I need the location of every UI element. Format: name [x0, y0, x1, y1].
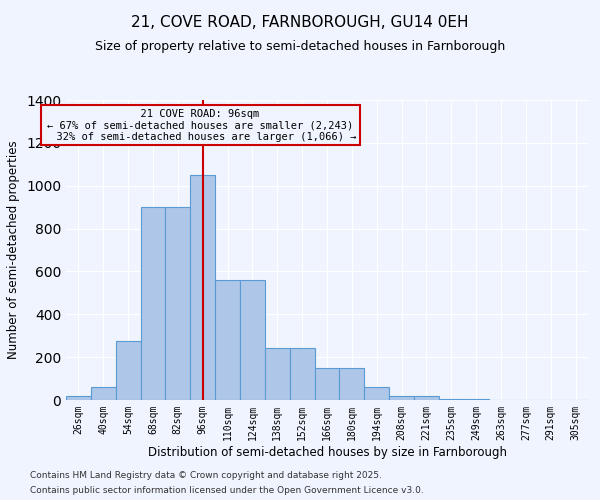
Bar [91, 387, 116, 400]
Bar [240, 280, 265, 400]
Bar [340, 368, 364, 400]
Bar [166, 207, 190, 400]
Bar [439, 399, 464, 400]
Bar [140, 207, 166, 400]
Bar [290, 348, 314, 400]
Bar [364, 387, 389, 400]
Bar [314, 368, 340, 400]
Text: 21 COVE ROAD: 96sqm  
← 67% of semi-detached houses are smaller (2,243)
  32% of: 21 COVE ROAD: 96sqm ← 67% of semi-detach… [44, 108, 356, 142]
Text: Size of property relative to semi-detached houses in Farnborough: Size of property relative to semi-detach… [95, 40, 505, 53]
Bar [464, 399, 488, 400]
Bar [389, 396, 414, 400]
Bar [265, 348, 290, 400]
Bar [116, 341, 140, 400]
Bar [414, 396, 439, 400]
X-axis label: Distribution of semi-detached houses by size in Farnborough: Distribution of semi-detached houses by … [148, 446, 506, 458]
Bar [190, 175, 215, 400]
Bar [66, 396, 91, 400]
Text: Contains public sector information licensed under the Open Government Licence v3: Contains public sector information licen… [30, 486, 424, 495]
Text: 21, COVE ROAD, FARNBOROUGH, GU14 0EH: 21, COVE ROAD, FARNBOROUGH, GU14 0EH [131, 15, 469, 30]
Y-axis label: Number of semi-detached properties: Number of semi-detached properties [7, 140, 20, 360]
Text: Contains HM Land Registry data © Crown copyright and database right 2025.: Contains HM Land Registry data © Crown c… [30, 471, 382, 480]
Bar [215, 280, 240, 400]
